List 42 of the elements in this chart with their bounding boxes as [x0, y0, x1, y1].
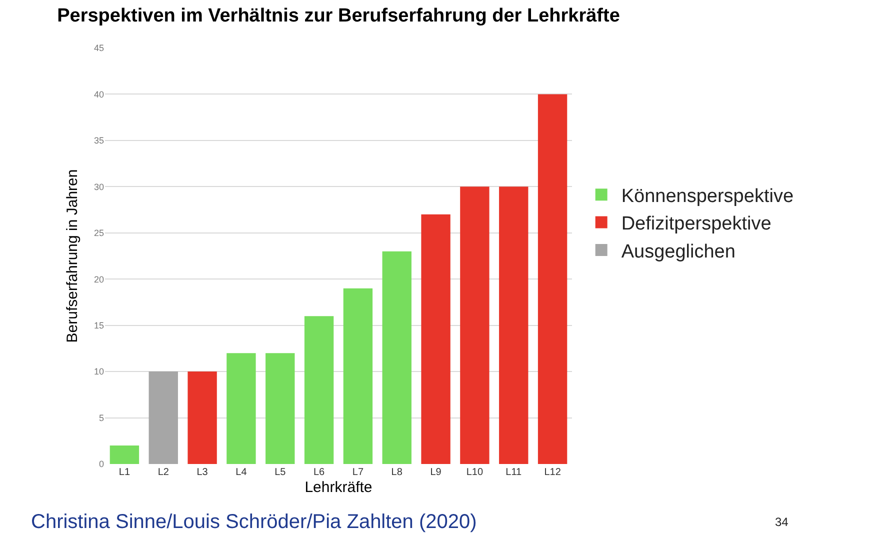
y-axis-title: Berufserfahrung in Jahren — [64, 169, 82, 343]
x-tick-label: L5 — [274, 467, 286, 478]
y-tick-label: 30 — [94, 182, 104, 192]
y-tick-label: 35 — [94, 136, 104, 146]
bar — [110, 446, 140, 464]
y-tick-label: 25 — [94, 228, 104, 238]
bar — [343, 288, 373, 464]
x-tick-label: L7 — [352, 467, 364, 478]
x-tick-label: L9 — [430, 467, 442, 478]
x-axis-title: Lehrkräfte — [304, 479, 372, 496]
y-tick-label: 45 — [94, 43, 104, 54]
text: 34 — [775, 515, 789, 529]
x-tick-label: L1 — [118, 467, 130, 478]
bar — [266, 353, 295, 464]
bar — [304, 316, 334, 464]
x-tick-label: L3 — [196, 467, 208, 478]
y-tick-label: 20 — [94, 274, 104, 284]
bar — [148, 372, 178, 464]
x-tick-label: L4 — [236, 467, 248, 478]
x-tick-label: L10 — [466, 467, 484, 478]
x-tick-label: L8 — [391, 467, 403, 478]
y-tick-label: 15 — [94, 320, 104, 330]
legend-label: Defizitperspektive — [621, 214, 772, 235]
x-tick-label: L6 — [313, 467, 326, 478]
chart-title: Perspektiven im Verhältnis zur Berufserfahrung der Lehrkräfte — [57, 5, 620, 26]
legend-label: Könnensperspektive — [621, 186, 794, 207]
y-tick-label: 40 — [94, 89, 104, 100]
bar — [226, 353, 256, 464]
bar — [421, 214, 450, 464]
bar — [499, 186, 528, 464]
y-tick-label: 0 — [98, 459, 104, 470]
x-tick-label: L12 — [544, 467, 562, 478]
y-tick-label: 5 — [98, 412, 104, 423]
y-tick-label: 10 — [94, 366, 104, 377]
x-tick-label: L2 — [158, 467, 170, 478]
bar — [382, 251, 412, 464]
bar — [188, 372, 217, 464]
bar — [538, 94, 568, 464]
x-tick-label: L11 — [506, 467, 522, 478]
legend-label: Ausgeglichen — [621, 241, 736, 262]
text: Christina Sinne/Louis Schröder/Pia Zahlten (2020) — [31, 511, 477, 533]
bar — [460, 186, 490, 464]
